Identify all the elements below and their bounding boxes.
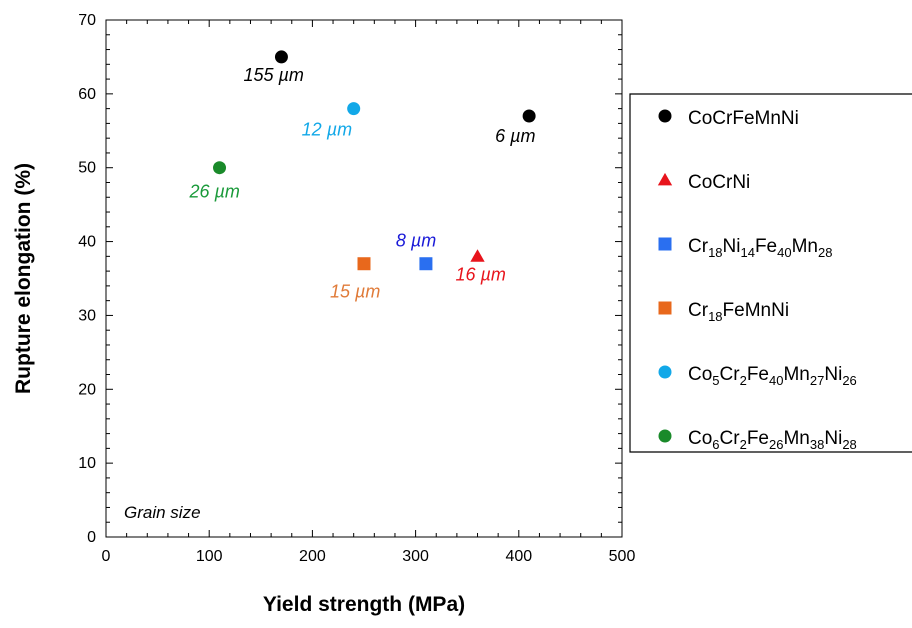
legend-label: CoCrNi — [688, 172, 750, 193]
y-tick-label: 20 — [78, 381, 96, 398]
y-tick-label: 10 — [78, 455, 96, 472]
data-point — [274, 50, 288, 64]
grain-size-note: Grain size — [124, 503, 201, 522]
plot-area — [105, 19, 623, 538]
legend-marker — [658, 109, 672, 123]
data-points — [213, 50, 536, 271]
data-point — [470, 249, 485, 262]
y-tick-label: 50 — [78, 160, 96, 177]
data-point — [347, 102, 361, 116]
x-tick-label: 400 — [505, 548, 532, 565]
legend-marker — [658, 365, 672, 379]
x-axis-title: Yield strength (MPa) — [263, 593, 465, 616]
legend-label: Co5Cr2Fe40Mn27Ni26 — [688, 364, 857, 388]
y-tick-label: 40 — [78, 234, 96, 251]
grain-size-label: 15 µm — [330, 282, 380, 302]
legend-box — [629, 93, 912, 453]
x-tick-label: 0 — [102, 548, 111, 565]
y-tick-label: 70 — [78, 12, 96, 29]
axis-ticks — [105, 19, 623, 538]
grain-size-label: 155 µm — [243, 65, 303, 85]
legend-label: Cr18FeMnNi — [688, 300, 789, 324]
legend-label: CoCrFeMnNi — [688, 108, 799, 129]
legend-marker — [658, 429, 672, 443]
x-tick-label: 200 — [299, 548, 326, 565]
grain-size-label: 26 µm — [189, 182, 240, 202]
x-tick-label: 500 — [609, 548, 636, 565]
data-point — [419, 257, 433, 271]
legend-marker — [658, 301, 672, 315]
data-point — [213, 161, 227, 175]
legend-label: Co6Cr2Fe26Mn38Ni28 — [688, 428, 857, 452]
legend-marker — [658, 237, 672, 251]
legend-marker — [657, 172, 673, 186]
grain-size-label: 12 µm — [302, 120, 352, 140]
grain-size-label: 8 µm — [396, 231, 436, 251]
grain-size-label: 6 µm — [495, 126, 535, 146]
y-axis-title: Rupture elongation (%) — [12, 163, 35, 394]
point-annotations: 155 µm 6 µm 16 µm 8 µm 15 µm 12 µm 26 µm — [189, 65, 536, 302]
y-tick-label: 60 — [78, 86, 96, 103]
y-tick-label: 30 — [78, 307, 96, 324]
y-tick-label: 0 — [87, 529, 96, 546]
legend: CoCrFeMnNi CoCrNi Cr18Ni14Fe40Mn28 Cr18FeMn… — [629, 93, 912, 453]
data-point — [357, 257, 371, 271]
legend-label: Cr18Ni14Fe40Mn28 — [688, 236, 832, 260]
data-point — [522, 109, 536, 123]
plot-frame — [105, 19, 623, 538]
axis-tick-labels: 0 100 200 300 400 500 0 10 20 30 40 50 60 70 — [78, 12, 635, 565]
x-tick-label: 100 — [196, 548, 223, 565]
x-tick-label: 300 — [402, 548, 429, 565]
grain-size-label: 16 µm — [456, 264, 506, 284]
